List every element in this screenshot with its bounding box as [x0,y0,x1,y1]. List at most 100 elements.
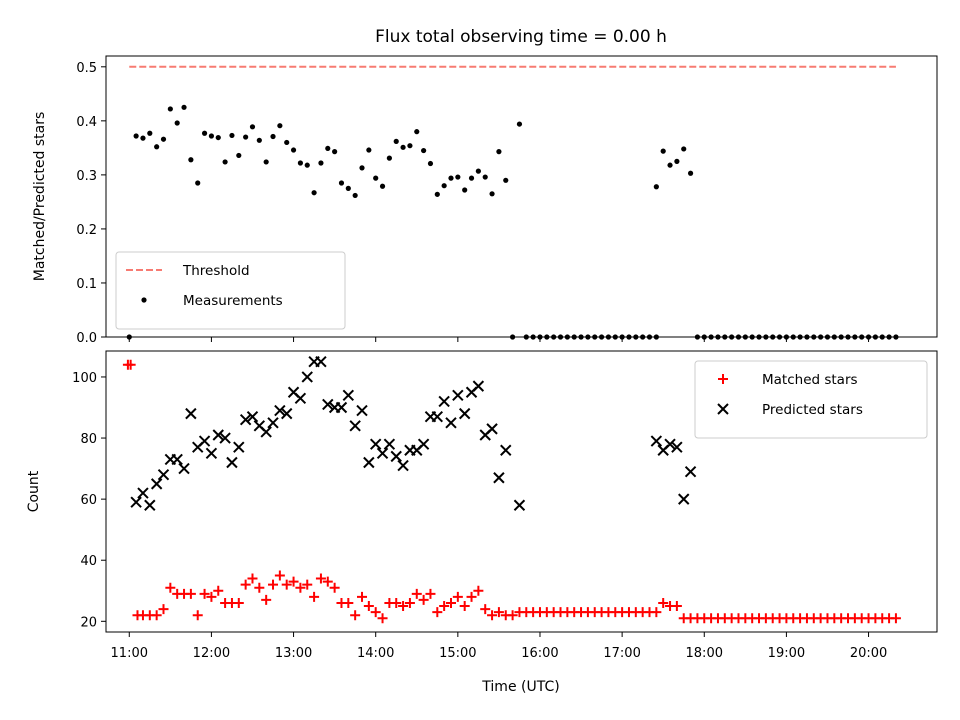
data-point [284,139,290,146]
data-point [206,591,217,602]
data-point [188,157,194,163]
data-point [468,175,475,181]
data-point [329,582,340,593]
data-point [651,607,662,618]
data-point [357,591,368,602]
top-y-tick-label: 0.0 [76,331,97,346]
data-point [425,588,436,599]
data-point [222,159,228,165]
top-panel: 0.0 0.1 0.2 0.3 0.4 0.5 Matched/Predicted star… [32,55,938,346]
data-point [421,147,427,154]
data-point [496,149,502,155]
data-point [418,594,429,605]
data-point [158,604,169,615]
data-point [475,168,481,174]
data-point [270,133,276,140]
data-point [297,160,304,166]
data-point [493,472,505,484]
legend-label: Predicted stars [762,402,863,418]
data-point [708,334,714,340]
data-point [199,588,210,599]
data-point [486,423,498,435]
data-point [377,613,388,624]
data-point [838,334,844,340]
data-point [749,334,755,340]
data-point [254,582,265,593]
data-point [448,175,454,181]
data-point [376,447,389,460]
data-point [414,129,420,135]
top-y-tick-label: 0.5 [76,61,97,76]
data-point [859,334,865,340]
data-point [678,493,690,505]
data-point [783,334,790,340]
data-point [147,130,153,136]
data-point [466,591,477,602]
legend-label: Threshold [182,263,250,279]
data-point [404,597,415,608]
x-tick-label: 16:00 [521,646,558,661]
data-point [872,334,878,340]
data-point [261,594,272,605]
data-point [411,588,422,599]
x-tick-label: 17:00 [603,646,640,661]
data-point [247,573,258,584]
data-point [445,597,456,608]
top-y-tick-label: 0.4 [76,115,97,130]
data-point [640,334,646,340]
data-point [373,175,379,181]
data-point [390,450,402,463]
data-point [212,429,224,441]
data-point [126,334,132,340]
data-point [452,591,463,602]
data-point [729,334,735,340]
data-point [277,123,283,129]
data-point [160,136,167,142]
data-point [701,334,707,340]
data-point [363,456,375,469]
data-point [797,334,803,340]
data-point [544,334,550,340]
data-point [473,585,484,596]
bottom-panel: 11:00 12:00 13:00 14:00 15:00 16:00 17:00 18:00… [26,350,938,661]
data-point [455,174,461,180]
data-point [598,334,605,340]
data-point [865,334,872,340]
data-point [667,162,673,168]
data-point [290,147,297,153]
data-point [150,478,163,490]
data-point [513,499,526,511]
data-point [612,334,618,340]
data-point [338,180,345,186]
data-point [363,601,374,612]
data-point [537,334,543,340]
data-point [233,441,245,453]
data-point [391,597,402,608]
data-point [516,121,523,127]
bottom-y-tick-label: 80 [80,432,97,447]
data-point [439,601,450,612]
legend-marker-dot [141,297,147,303]
data-point [681,146,687,152]
data-point [274,404,286,417]
data-point [482,174,488,180]
data-point [243,134,249,140]
data-point [684,465,697,478]
bottom-y-tick-label: 60 [80,493,97,508]
data-point [658,597,669,608]
data-point [157,468,170,481]
x-tick-label: 18:00 [686,646,723,661]
data-point [458,407,471,420]
data-point [417,438,430,450]
top-y-tick-label: 0.2 [76,223,97,238]
data-point [198,435,211,447]
data-point [140,135,146,141]
data-point [626,334,632,340]
data-point [256,137,262,143]
data-point [694,334,701,340]
x-tick-label: 20:00 [850,646,887,661]
top-y-tick-label: 0.1 [76,277,97,292]
data-point [715,334,721,340]
data-point [322,576,333,587]
